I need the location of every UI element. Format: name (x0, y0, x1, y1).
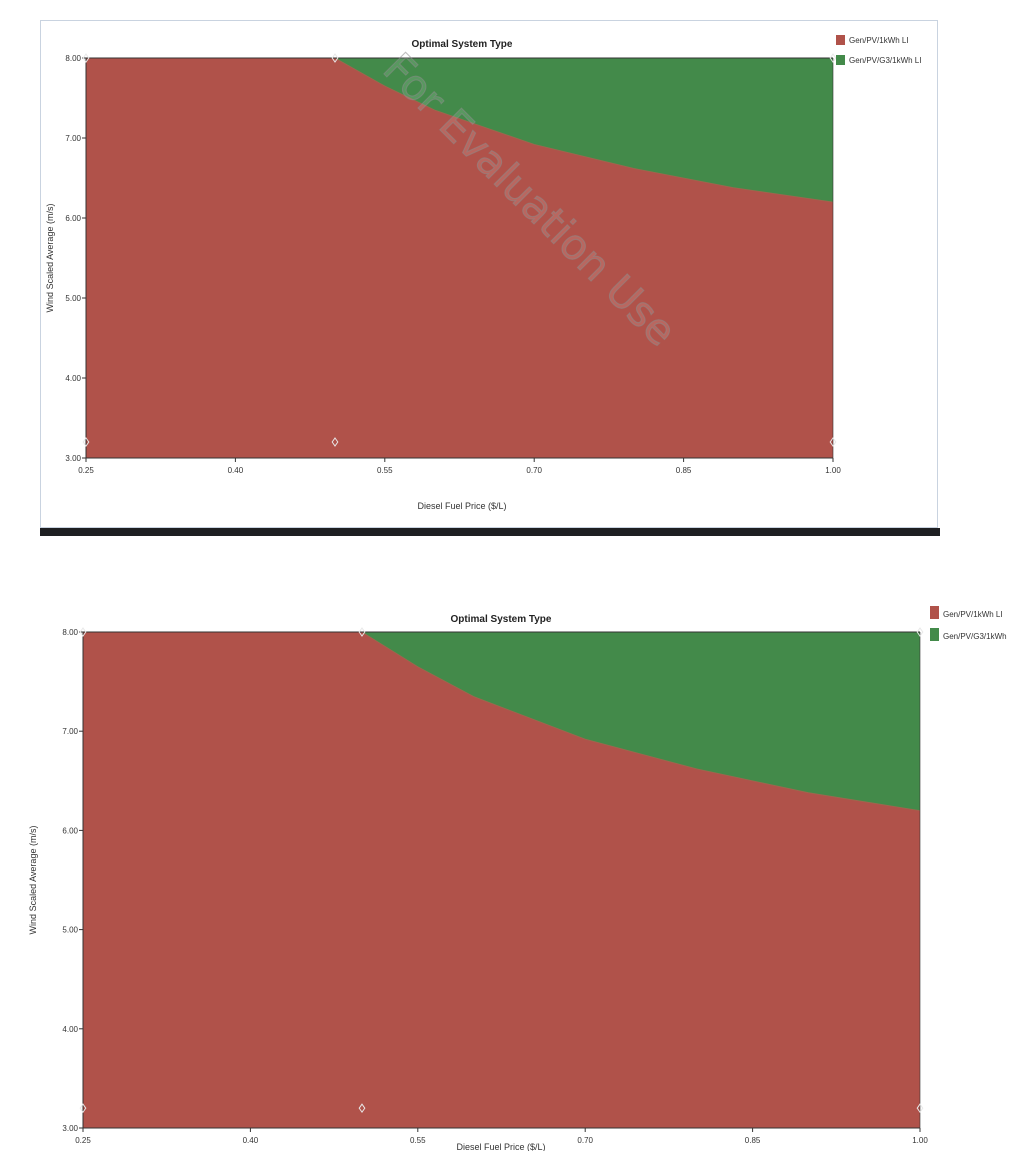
y-axis-label: Wind Scaled Average (m/s) (28, 826, 38, 935)
y-tick-label: 4.00 (62, 1025, 78, 1034)
y-tick-label: 6.00 (62, 826, 78, 835)
data-point-marker (82, 53, 90, 63)
y-tick-label: 7.00 (62, 727, 78, 736)
legend-swatch (836, 35, 845, 45)
x-tick-label: 1.00 (825, 466, 841, 475)
x-tick-label: 1.00 (912, 1136, 928, 1145)
region-boundary-line (361, 631, 921, 811)
data-point-marker (79, 1103, 87, 1114)
chart-svg-top: 0.25 0.40 0.55 0.70 0.85 1.00 3.00 4.00 5.00 6.00… (45, 35, 921, 511)
legend-label: Gen/PV/1kWh LI (849, 36, 909, 45)
x-axis-label: Diesel Fuel Price ($/L) (456, 1142, 545, 1151)
x-tick-label: 0.40 (228, 466, 244, 475)
data-point-marker (916, 1103, 924, 1114)
y-tick-label: 6.00 (65, 214, 81, 223)
y-axis-label: Wind Scaled Average (m/s) (45, 204, 55, 313)
legend-label: Gen/PV/G3/1kWh (943, 632, 1007, 641)
y-tick-label: 7.00 (65, 134, 81, 143)
data-point-marker (829, 53, 837, 63)
x-tick-label: 0.70 (577, 1136, 593, 1145)
x-tick-label: 0.70 (526, 466, 542, 475)
x-tick-label: 0.25 (78, 466, 94, 475)
data-point-marker (331, 437, 339, 447)
y-tick-label: 5.00 (62, 926, 78, 935)
data-point-marker (82, 437, 90, 447)
chart-title: Optimal System Type (412, 39, 513, 50)
x-tick-label: 0.55 (410, 1136, 426, 1145)
legend-label: Gen/PV/G3/1kWh LI (849, 56, 921, 65)
region-gen-pv-g3-li (335, 58, 833, 202)
y-tick-label: 8.00 (65, 54, 81, 63)
region-gen-pv-g3-li (362, 632, 920, 811)
x-tick-label: 0.40 (243, 1136, 259, 1145)
x-axis-label: Diesel Fuel Price ($/L) (417, 501, 506, 511)
y-tick-label: 4.00 (65, 374, 81, 383)
x-tick-label: 0.25 (75, 1136, 91, 1145)
x-tick-label: 0.85 (676, 466, 692, 475)
y-tick-label: 5.00 (65, 294, 81, 303)
x-tick-label: 0.85 (745, 1136, 761, 1145)
chart-svg-bottom: 0.25 0.40 0.55 0.70 0.85 1.00 3.00 4.00 5.00 6.00… (28, 606, 1007, 1151)
legend-label: Gen/PV/1kWh LI (943, 610, 1003, 619)
legend-swatch (930, 628, 939, 641)
chart-panel-bottom: 0.25 0.40 0.55 0.70 0.85 1.00 3.00 4.00 5.00 6.00… (0, 588, 1010, 1151)
legend-swatch (836, 55, 845, 65)
region-boundary-line (334, 57, 834, 203)
chart-title: Optimal System Type (451, 614, 552, 625)
data-point-marker (916, 627, 924, 637)
data-point-marker (331, 53, 339, 63)
chart-panel-top: 0.25 0.40 0.55 0.70 0.85 1.00 3.00 4.00 5.00 6.00… (40, 20, 938, 528)
data-point-marker (829, 437, 837, 447)
data-point-marker (79, 627, 87, 637)
legend-swatch (930, 606, 939, 619)
data-point-marker (358, 1103, 366, 1114)
x-tick-label: 0.55 (377, 466, 393, 475)
y-tick-label: 8.00 (62, 628, 78, 637)
y-tick-label: 3.00 (65, 454, 81, 463)
taskbar-strip (40, 528, 940, 536)
y-tick-label: 3.00 (62, 1124, 78, 1133)
data-point-marker (358, 627, 366, 637)
